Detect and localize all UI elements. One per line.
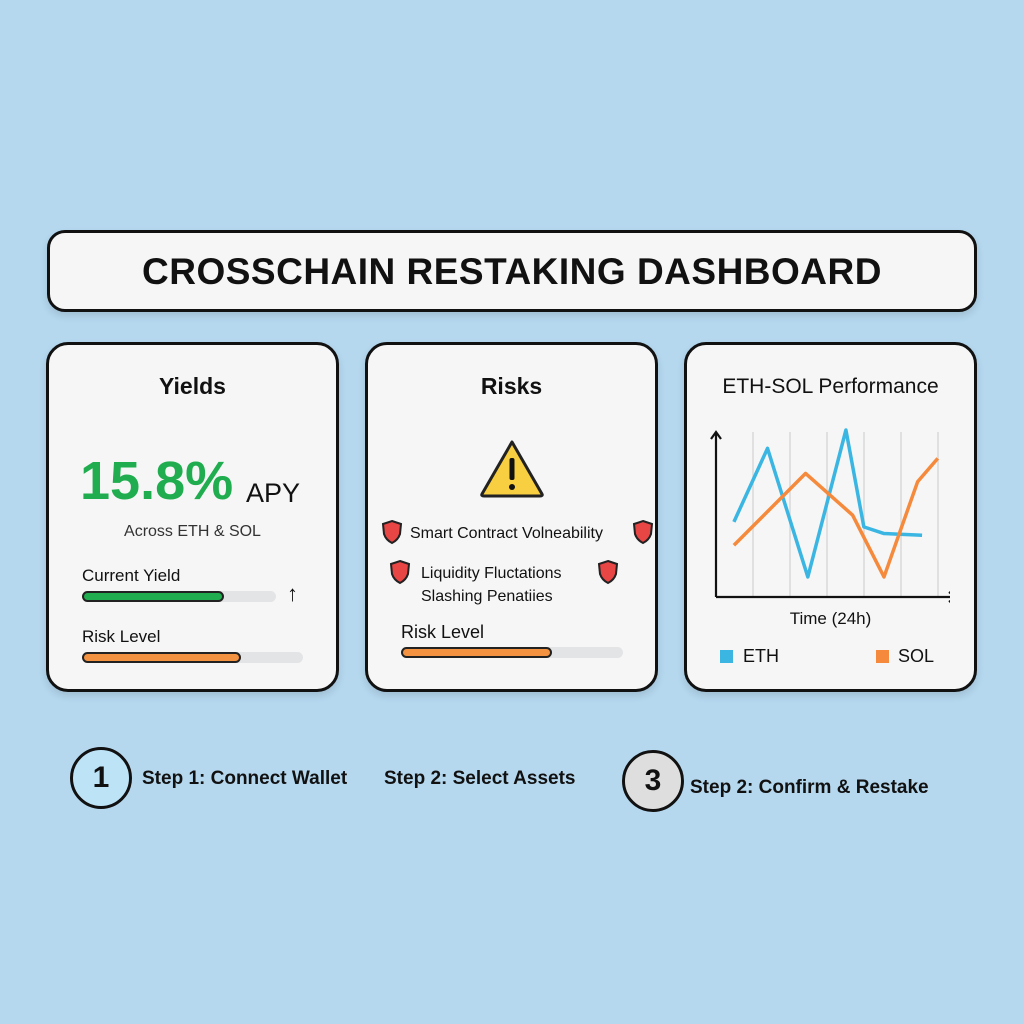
dashboard-title-bar: CROSSCHAIN RESTAKING DASHBOARD [47, 230, 977, 312]
performance-chart [710, 428, 950, 603]
step-3-label[interactable]: Step 2: Confirm & Restake [690, 777, 929, 798]
risk-level-label: Risk Level [82, 627, 161, 646]
risk-item: Smart Contract Volneability [410, 525, 603, 542]
current-yield-fill [82, 591, 224, 602]
x-axis [716, 591, 950, 603]
chart-title: ETH-SOL Performance [722, 375, 939, 398]
legend-swatch-eth [720, 650, 733, 663]
risk-item: Slashing Penatiies [421, 588, 553, 605]
step-3-circle[interactable]: 3 [622, 750, 684, 812]
legend-label-sol: SOL [898, 646, 935, 666]
current-yield-bar [82, 591, 276, 602]
series-line-eth [732, 428, 923, 579]
risks-card: Risks Smart Contract Volneability Liquid… [365, 342, 658, 692]
y-axis [710, 430, 722, 597]
risk-level-bar [82, 652, 303, 663]
series-line-sol [732, 457, 940, 579]
step-1-label[interactable]: Step 1: Connect Wallet [142, 768, 348, 789]
arrow-up-icon: ↑ [287, 581, 298, 606]
step-1-circle[interactable]: 1 [70, 747, 132, 809]
risk-level-fill [401, 647, 552, 658]
risk-item: Liquidity Fluctations [421, 565, 562, 582]
risk-level-bar [401, 647, 623, 658]
risks-title: Risks [480, 373, 543, 399]
page-title: CROSSCHAIN RESTAKING DASHBOARD [142, 251, 882, 292]
yields-card: Yields 15.8% APY Across ETH & SOL Curren… [46, 342, 339, 692]
apy-unit: APY [246, 478, 301, 508]
x-axis-label: Time (24h) [789, 609, 872, 628]
performance-card: ETH-SOL Performance Time (24h) ETH SOL [684, 342, 977, 692]
step-2-label[interactable]: Step 2: Select Assets [384, 768, 576, 789]
risk-level-label: Risk Level [401, 622, 485, 642]
shield-icon [389, 559, 411, 585]
current-yield-label: Current Yield [82, 566, 181, 585]
apy-value: 15.8% [80, 451, 234, 511]
legend-swatch-sol [876, 650, 889, 663]
risk-level-fill [82, 652, 242, 663]
yields-title: Yields [159, 373, 226, 399]
shield-icon [597, 559, 619, 585]
legend-label-eth: ETH [743, 646, 779, 666]
shield-icon [381, 519, 403, 545]
apy-subtitle: Across ETH & SOL [124, 523, 261, 540]
warning-triangle-icon [480, 440, 544, 498]
shield-icon [632, 519, 654, 545]
